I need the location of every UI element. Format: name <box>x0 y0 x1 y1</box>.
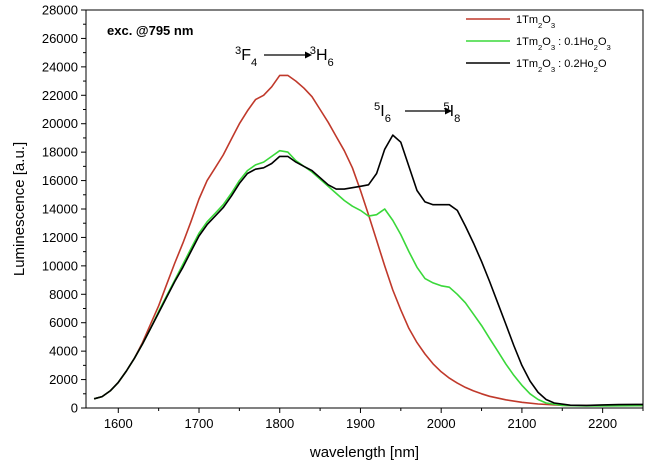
text-part: O <box>598 58 607 70</box>
x-tick-label: 2000 <box>427 416 456 431</box>
x-tick-label: 1600 <box>104 416 133 431</box>
text-part: 2 <box>594 43 598 52</box>
transition-label-2: 5I6 5I85I6 → 5I8 <box>374 101 460 125</box>
text-part: 3 <box>235 45 241 57</box>
transition-label-1: 3F4 3H63F4 → 3H6 <box>235 45 334 69</box>
y-tick-label: 26000 <box>42 31 78 46</box>
x-axis: 1600 1700 1800 1900 2000 2100 2200 <box>104 408 644 431</box>
excitation-label: exc. @795 nm <box>107 23 193 38</box>
x-tick-label: 2100 <box>507 416 536 431</box>
text-part: I <box>450 103 454 120</box>
text-part: 3 <box>551 65 555 74</box>
text-part: 2 <box>594 65 598 74</box>
transition-arrowhead <box>305 51 312 59</box>
text-part: I <box>380 103 384 120</box>
text-part: 1Tm <box>516 14 538 26</box>
y-tick-label: 12000 <box>42 230 78 245</box>
text-part: 3 <box>551 43 555 52</box>
y-tick-label: 20000 <box>42 116 78 131</box>
x-axis-title: wavelength [nm] <box>309 444 419 461</box>
text-part: O <box>542 14 551 26</box>
text-part: 2 <box>538 21 542 30</box>
text-part: O <box>598 36 607 48</box>
transition-arrowhead <box>445 107 452 115</box>
text-part: 1Tm <box>516 36 538 48</box>
transition-annotations: 3F4 3H63F4 → 3H6 5I6 5I85I6 → 5I8 <box>235 45 460 125</box>
text-part: O <box>542 58 551 70</box>
y-tick-label: 28000 <box>42 3 78 18</box>
text-part: 2 <box>538 43 542 52</box>
text-part: 1Tm <box>516 58 538 70</box>
y-axis: 0 2000 4000 6000 8000 10000 12000 14000 16000 180… <box>42 3 86 416</box>
series-layer <box>93 74 644 407</box>
text-part: 5 <box>443 101 449 113</box>
series-line-1 <box>93 74 643 407</box>
text-part: O <box>542 36 551 48</box>
text-part: 8 <box>454 113 460 125</box>
x-tick-label: 2200 <box>588 416 617 431</box>
x-tick-label: 1700 <box>185 416 214 431</box>
y-tick-label: 0 <box>71 401 78 416</box>
text-part: : 0.2Ho <box>555 58 594 70</box>
y-tick-label: 18000 <box>42 145 78 160</box>
y-tick-label: 24000 <box>42 59 78 74</box>
text-part: 5 <box>374 101 380 113</box>
text-part: : 0.1Ho <box>555 36 594 48</box>
series-line-3 <box>93 134 644 407</box>
text-part: 6 <box>328 57 334 69</box>
legend-label-3: 1Tm2O3 : 0.2Ho2O1Tm2O3 : 0.2Ho2O <box>516 58 607 74</box>
y-tick-label: 6000 <box>49 315 78 330</box>
text-part: 3 <box>607 43 611 52</box>
text-part: 4 <box>251 57 257 69</box>
text-part: 3 <box>310 45 316 57</box>
y-tick-label: 10000 <box>42 258 78 273</box>
y-tick-label: 2000 <box>49 372 78 387</box>
y-tick-label: 14000 <box>42 202 78 217</box>
text-part: H <box>316 47 328 64</box>
text-part: 2 <box>538 65 542 74</box>
text-part: 3 <box>551 21 555 30</box>
text-part: 6 <box>385 113 391 125</box>
y-tick-label: 22000 <box>42 88 78 103</box>
y-tick-label: 16000 <box>42 173 78 188</box>
x-tick-label: 1800 <box>265 416 294 431</box>
y-tick-label: 8000 <box>49 287 78 302</box>
y-axis-title: Luminescence [a.u.] <box>11 142 28 276</box>
text-part: F <box>241 47 251 64</box>
x-tick-label: 1900 <box>346 416 375 431</box>
y-tick-label: 4000 <box>49 344 78 359</box>
